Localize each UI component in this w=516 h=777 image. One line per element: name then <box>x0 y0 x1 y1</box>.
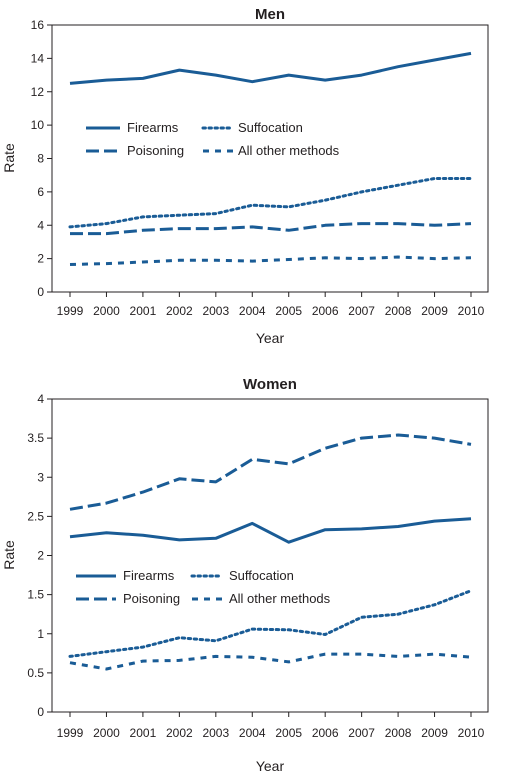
women-x-tick-label: 2006 <box>312 726 339 740</box>
men-y-tick-label: 12 <box>31 85 45 99</box>
men-y-tick-label: 10 <box>31 118 45 132</box>
men-series-lines <box>68 51 473 266</box>
women-series-line-all-other-methods <box>69 652 472 671</box>
women-legend-label-firearms: Firearms <box>123 568 175 583</box>
women-plot-frame <box>51 398 489 713</box>
men-x-tick-label: 2009 <box>421 304 448 318</box>
women-x-tick-label: 2000 <box>93 726 120 740</box>
women-y-tick-label: 2.5 <box>27 509 44 523</box>
men-y-tick-label: 8 <box>37 152 44 166</box>
men-chart: Men Rate Year 0 2 4 6 8 10 12 14 16 1999 2000 2001… <box>1 6 489 346</box>
women-x-tick-label: 2002 <box>166 726 193 740</box>
women-x-tick-label: 2010 <box>458 726 485 740</box>
men-series-line-firearms <box>69 51 472 85</box>
men-series-line-suffocation <box>68 177 473 229</box>
women-y-tick-label: 0 <box>37 705 44 719</box>
women-x-tick-label: 1999 <box>57 726 84 740</box>
men-x-tick-label: 2005 <box>275 304 302 318</box>
men-chart-title: Men <box>255 6 285 23</box>
women-series-line-firearms <box>69 517 472 544</box>
men-x-tick-label: 2006 <box>312 304 339 318</box>
men-y-tick-label: 2 <box>37 252 44 266</box>
men-y-tick-label: 4 <box>37 218 44 232</box>
women-y-tick-label: 3.5 <box>27 431 44 445</box>
men-x-tick-label: 2002 <box>166 304 193 318</box>
women-legend-label-all-other: All other methods <box>229 591 331 606</box>
women-x-axis-title: Year <box>256 758 285 774</box>
women-y-tick-label: 1 <box>37 627 44 641</box>
men-x-axis: 1999 2000 2001 2002 2003 2004 2005 2006 2007 2008… <box>57 292 485 318</box>
men-x-tick-label: 2000 <box>93 304 120 318</box>
women-series-line-poisoning <box>69 433 472 511</box>
men-x-axis-title: Year <box>256 330 285 346</box>
women-y-tick-label: 3 <box>37 470 44 484</box>
women-x-tick-label: 2009 <box>421 726 448 740</box>
women-x-tick-label: 2003 <box>202 726 229 740</box>
women-x-axis: 1999 2000 2001 2002 2003 2004 2005 2006 2007 2008… <box>57 712 485 740</box>
men-y-axis-title: Rate <box>1 143 17 173</box>
women-series-line-suffocation <box>68 589 473 658</box>
women-legend-label-poisoning: Poisoning <box>123 591 180 606</box>
women-x-tick-label: 2007 <box>348 726 375 740</box>
men-y-tick-label: 6 <box>37 185 44 199</box>
men-legend-label-poisoning: Poisoning <box>127 143 184 158</box>
women-y-tick-label: 2 <box>37 549 44 563</box>
women-series-lines <box>68 433 473 671</box>
women-y-tick-label: 0.5 <box>27 666 44 680</box>
men-y-tick-label: 14 <box>31 51 45 65</box>
men-y-axis: 0 2 4 6 8 10 12 14 16 <box>31 18 52 299</box>
women-chart: Women Rate Year 0 0.5 1 1.5 2 2.5 3 3.5 4 1999 20… <box>1 376 489 774</box>
men-legend-label-firearms: Firearms <box>127 120 179 135</box>
men-series-line-all-other-methods <box>69 255 472 266</box>
women-chart-title: Women <box>243 376 297 393</box>
men-series-line-poisoning <box>70 222 472 236</box>
men-x-tick-label: 2004 <box>239 304 266 318</box>
men-y-tick-label: 0 <box>37 285 44 299</box>
men-legend: Firearms Poisoning Suffocation All other… <box>86 120 340 158</box>
men-x-tick-label: 2010 <box>458 304 485 318</box>
men-plot-frame <box>51 24 489 293</box>
women-x-tick-label: 2005 <box>275 726 302 740</box>
men-x-tick-label: 2007 <box>348 304 375 318</box>
men-y-tick-label: 16 <box>31 18 45 32</box>
women-y-axis-title: Rate <box>1 540 17 570</box>
men-x-tick-label: 1999 <box>57 304 84 318</box>
women-legend-label-suffocation: Suffocation <box>229 568 294 583</box>
women-y-axis: 0 0.5 1 1.5 2 2.5 3 3.5 4 <box>27 392 52 719</box>
women-x-tick-label: 2008 <box>385 726 412 740</box>
men-legend-label-suffocation: Suffocation <box>238 120 303 135</box>
women-y-tick-label: 4 <box>37 392 44 406</box>
men-legend-label-all-other: All other methods <box>238 143 340 158</box>
women-x-tick-label: 2004 <box>239 726 266 740</box>
women-legend: Firearms Poisoning Suffocation All other… <box>76 568 331 606</box>
men-x-tick-label: 2003 <box>202 304 229 318</box>
men-x-tick-label: 2001 <box>130 304 157 318</box>
women-x-tick-label: 2001 <box>130 726 157 740</box>
men-x-tick-label: 2008 <box>385 304 412 318</box>
women-y-tick-label: 1.5 <box>27 588 44 602</box>
